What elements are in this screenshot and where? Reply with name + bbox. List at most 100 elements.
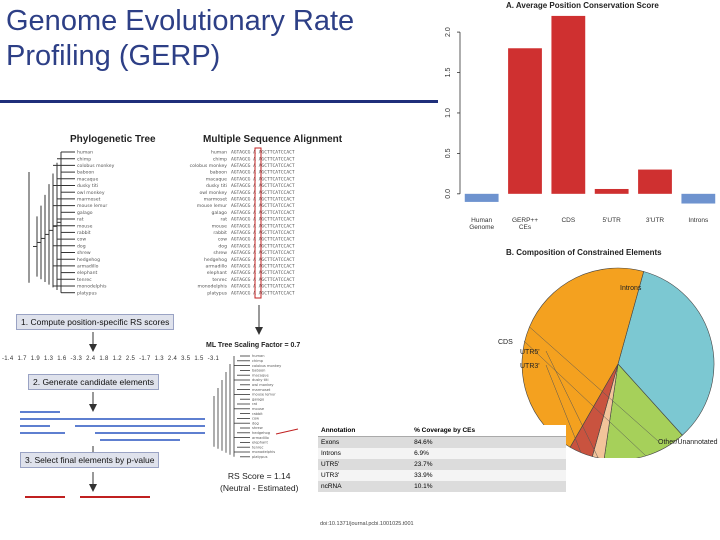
pie-label: CDS	[498, 339, 513, 346]
rs-score: 3.5	[181, 356, 191, 362]
species-label: rabbit	[77, 230, 91, 236]
table-row: Introns 6.9%	[318, 448, 566, 459]
alignment-sequence: AGTAGCG A AGCTTCATCCACT	[231, 170, 295, 176]
species-label: elephant	[77, 270, 97, 276]
ml-tree-title: ML Tree Scaling Factor = 0.7	[206, 342, 301, 349]
ml-species-label: dusky titi	[252, 378, 268, 382]
ml-species-label: elephant	[252, 441, 268, 445]
rs-score: 1.9	[30, 356, 41, 362]
alignment-sequence: AGTAGCG A AGCTTCATCCACT	[231, 237, 295, 243]
ml-species-label: tenrec	[252, 445, 264, 449]
rs-score: 1.7	[17, 356, 27, 362]
bar-chart: 0.0 0.5 1.0 1.5 2.0 Human Genome GERP++ CEs CDS 5…	[445, 15, 716, 231]
leader-line	[545, 350, 599, 458]
bar	[638, 169, 672, 194]
ml-species-label: marmoset	[252, 388, 271, 392]
alignment-species-label: rabbit	[213, 230, 227, 236]
ml-species-label: monodelphis	[252, 450, 275, 454]
ml-species-label: shrew	[252, 426, 263, 430]
step2-box: 2. Generate candidate elements	[28, 374, 159, 390]
alignment-species-label: baboon	[210, 170, 227, 176]
table-header-annotation: Annotation	[318, 425, 412, 437]
pie-label: Introns	[620, 285, 642, 292]
slide-title-line2: Profiling (GERP)	[6, 40, 221, 72]
alignment-species-label: human	[211, 150, 227, 156]
final-elements	[25, 496, 150, 498]
species-label: macaque	[77, 177, 98, 182]
x-tick-labels: Human Genome GERP++ CEs CDS 5'UTR 3'UTR Introns	[469, 217, 709, 231]
pie-slice	[617, 271, 715, 436]
alignment-species-label: galago	[211, 210, 227, 216]
ml-species-label: cow	[252, 417, 259, 421]
alignment-sequence: AGTAGCG A AGCTTCATCCACT	[231, 163, 295, 169]
species-label: shrew	[77, 250, 91, 256]
alignment-sequence: AGTAGCG A AGCTTCATCCACT	[231, 150, 295, 156]
alignment-species-label: cow	[218, 238, 227, 243]
species-label: baboon	[77, 170, 94, 176]
leader-line	[529, 326, 659, 442]
arrow-down-icon	[89, 392, 97, 412]
alignment-species-label: dog	[218, 243, 227, 249]
alignment-sequence: AGTAGCG A AGCTTCATCCACT	[231, 217, 295, 223]
alignment-sequence: AGTAGCG A AGCTTCATCCACT	[231, 223, 295, 229]
rs-score: 1.5	[194, 356, 204, 362]
bars	[464, 15, 716, 204]
species-label: hedgehog	[77, 257, 100, 263]
rs-score: 1.3	[154, 356, 164, 362]
ml-species-label: hedgehog	[252, 431, 270, 435]
coverage-table-container: Annotation % Coverage by CEs Exons 84.6% …	[318, 425, 566, 492]
rs-score: 1.8	[99, 356, 109, 362]
arrow-down-icon	[255, 305, 263, 335]
alignment-species-label: rat	[220, 217, 227, 223]
species-label: cow	[77, 238, 86, 243]
rs-score-value: RS Score = 1.14	[227, 471, 291, 481]
step3-box: 3. Select final elements by p-value	[20, 452, 160, 468]
table-cell: UTR5'	[318, 459, 412, 470]
species-label: dog	[77, 243, 86, 249]
leader-line	[545, 364, 582, 453]
tree-title: Phylogenetic Tree	[70, 134, 156, 145]
alignment-species-label: elephant	[207, 270, 227, 276]
table-cell: 10.1%	[411, 481, 566, 492]
alignment-species-label: chimp	[213, 156, 227, 162]
alignment-sequence: AGTAGCG A AGCTTCATCCACT	[231, 190, 295, 196]
x-tick-label: GERP++ CEs	[512, 217, 538, 231]
ml-species-label: galago	[252, 397, 264, 401]
rs-score: 1.3	[44, 356, 54, 362]
rs-scores-row: -1.4 1.7 1.9 1.3 1.6 -3.3 2.4 1.8 1.2 2.5 -1.7 1.3 2…	[2, 356, 223, 362]
species-label: mouse lemur	[77, 203, 107, 209]
ml-species-label: rabbit	[252, 412, 263, 416]
x-tick-label: 5'UTR	[603, 217, 622, 224]
alignment-sequence: AGTAGCG A AGCTTCATCCACT	[231, 284, 295, 290]
alignment-species-label: armadillo	[206, 264, 228, 270]
alignment-sequence: AGTAGCG A AGCTTCATCCACT	[231, 290, 295, 296]
alignment-sequence: AGTAGCG A AGCTTCATCCACT	[231, 264, 295, 270]
chart-b-title: B. Composition of Constrained Elements	[506, 248, 662, 257]
title-divider	[0, 100, 438, 103]
alignment-sequence: AGTAGCG A AGCTTCATCCACT	[231, 176, 295, 182]
arrow-down-icon	[89, 472, 97, 492]
y-tick-label: 0.5	[445, 148, 452, 158]
ml-species-label: chimp	[252, 359, 264, 363]
x-tick-label: 3'UTR	[646, 217, 665, 224]
species-label: chimp	[77, 156, 91, 162]
alignment-sequence: AGTAGCG A AGCTTCATCCACT	[231, 250, 295, 256]
rs-score: 2.5	[125, 356, 136, 362]
alignment-sequence: AGTAGCG A AGCTTCATCCACT	[231, 230, 295, 236]
ml-species-label: mouse	[252, 407, 265, 411]
bar	[508, 48, 542, 194]
alignment-species-label: colobus monkey	[190, 163, 228, 169]
leader-line	[523, 340, 647, 457]
pie-label: Other/Unannotated	[658, 439, 718, 446]
alignment-species-label: monodelphis	[197, 284, 227, 290]
ml-species-label: mouse lemur	[252, 393, 276, 397]
species-label: galago	[77, 210, 93, 216]
table-header-coverage: % Coverage by CEs	[411, 425, 566, 437]
pie-label: UTR5'	[520, 349, 540, 356]
alignment-sequence: AGTAGCG A AGCTTCATCCACT	[231, 197, 295, 203]
bar	[681, 193, 716, 204]
rs-score: -3.3	[70, 356, 83, 362]
